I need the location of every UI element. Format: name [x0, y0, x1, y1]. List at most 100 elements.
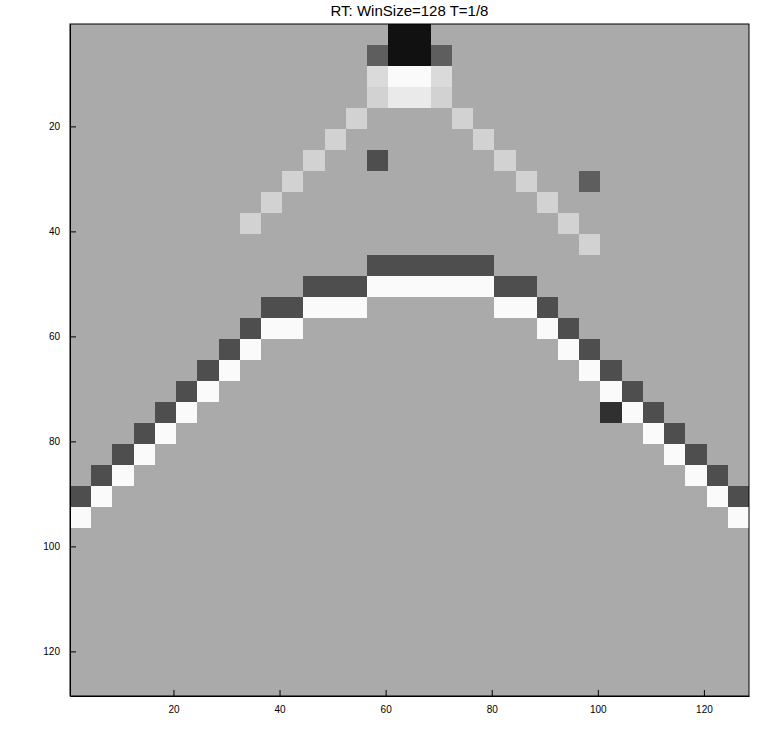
cell — [728, 66, 749, 88]
cell — [91, 381, 113, 403]
cell — [303, 297, 325, 319]
cell — [558, 570, 580, 592]
cell — [707, 213, 729, 235]
cell — [91, 108, 113, 130]
cell — [473, 24, 495, 46]
cell — [664, 465, 686, 487]
x-tick-mark — [598, 690, 599, 696]
cell — [219, 486, 241, 508]
cell — [261, 213, 283, 235]
cell — [70, 171, 92, 193]
cell — [155, 528, 177, 550]
cell — [431, 591, 453, 613]
cell — [240, 87, 262, 109]
cell — [91, 45, 113, 67]
cell — [91, 234, 113, 256]
cell — [494, 444, 516, 466]
cell — [219, 45, 241, 67]
cell — [728, 528, 749, 550]
cell — [134, 234, 156, 256]
cell — [494, 402, 516, 424]
cell — [494, 276, 516, 298]
cell — [261, 297, 283, 319]
cell — [579, 444, 601, 466]
cell — [579, 318, 601, 340]
cell — [346, 171, 368, 193]
cell — [367, 66, 389, 88]
cell — [558, 255, 580, 277]
cell — [600, 486, 622, 508]
x-tick-label: 120 — [696, 704, 713, 715]
cell — [70, 675, 92, 696]
cell — [643, 423, 665, 445]
cell — [707, 444, 729, 466]
cell — [600, 171, 622, 193]
cell — [685, 297, 707, 319]
cell — [303, 654, 325, 676]
cell — [70, 444, 92, 466]
cell — [600, 549, 622, 571]
cell — [558, 339, 580, 361]
cell — [579, 423, 601, 445]
cell — [707, 528, 729, 550]
cell — [112, 612, 134, 634]
cell — [134, 402, 156, 424]
cell — [494, 654, 516, 676]
cell — [219, 108, 241, 130]
cell — [728, 549, 749, 571]
cell — [367, 24, 389, 46]
cell — [643, 360, 665, 382]
cell — [728, 150, 749, 172]
cell — [91, 528, 113, 550]
cell — [134, 612, 156, 634]
cell — [558, 612, 580, 634]
cell — [728, 465, 749, 487]
cell — [537, 654, 559, 676]
cell — [240, 276, 262, 298]
cell — [303, 591, 325, 613]
cell — [410, 66, 432, 88]
cell — [516, 192, 538, 214]
cell — [452, 171, 474, 193]
cell — [261, 507, 283, 529]
cell — [537, 318, 559, 340]
cell — [134, 675, 156, 696]
cell — [346, 549, 368, 571]
cell — [112, 234, 134, 256]
cell — [622, 150, 644, 172]
cell — [282, 360, 304, 382]
cell — [282, 486, 304, 508]
cell — [685, 66, 707, 88]
cell — [134, 129, 156, 151]
cell — [388, 234, 410, 256]
cell — [664, 171, 686, 193]
cell — [494, 234, 516, 256]
cell — [707, 24, 729, 46]
cell — [728, 339, 749, 361]
cell — [70, 570, 92, 592]
cell — [176, 276, 198, 298]
cell — [473, 465, 495, 487]
cell — [325, 24, 347, 46]
x-tick: 20 — [168, 690, 180, 715]
cell — [558, 297, 580, 319]
cell — [600, 402, 622, 424]
cell — [367, 402, 389, 424]
cell — [240, 633, 262, 655]
cell — [134, 444, 156, 466]
cell — [197, 213, 219, 235]
cell — [91, 549, 113, 571]
cell — [558, 591, 580, 613]
cell — [282, 45, 304, 67]
cell — [431, 276, 453, 298]
cell — [303, 675, 325, 696]
cell — [558, 45, 580, 67]
cell — [473, 528, 495, 550]
cell — [707, 654, 729, 676]
cell — [600, 423, 622, 445]
cell — [516, 213, 538, 235]
cell — [282, 171, 304, 193]
cell — [176, 549, 198, 571]
cell — [112, 66, 134, 88]
cell — [516, 150, 538, 172]
